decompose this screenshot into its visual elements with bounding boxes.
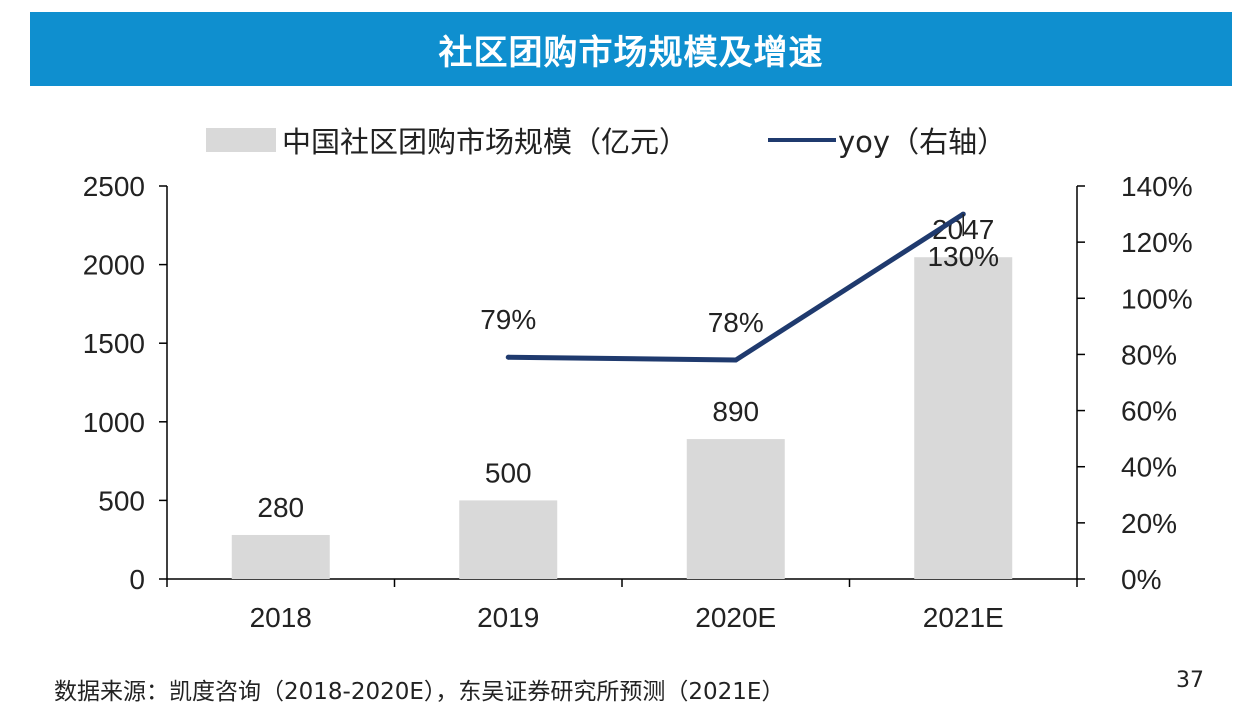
left-tick-label: 1500 (83, 328, 145, 359)
x-tick-label: 2021E (923, 602, 1004, 633)
left-tick-label: 2500 (83, 171, 145, 202)
yoy-value-label: 130% (927, 241, 999, 272)
legend-bar-label: 中国社区团购市场规模（亿元） (282, 125, 689, 159)
right-tick-label: 100% (1121, 283, 1193, 314)
bar-2021E (914, 257, 1013, 579)
right-tick-label: 80% (1121, 339, 1177, 370)
bar-2019 (459, 500, 558, 579)
legend-line-swatch (768, 138, 837, 142)
chart-plot: 0 500 1000 1500 2000 2500 0% 20% 40% 60% 80% 100% 12… (83, 171, 1193, 633)
bar-2020E (686, 439, 785, 579)
left-tick-label: 0 (129, 564, 145, 595)
x-tick-label: 2018 (250, 602, 312, 633)
yoy-point-2020E (733, 357, 739, 363)
right-tick-label: 140% (1121, 171, 1193, 202)
right-tick-label: 60% (1121, 396, 1177, 427)
yoy-value-label: 79% (480, 304, 536, 335)
bar-value-label: 500 (485, 457, 532, 488)
right-tick-label: 0% (1121, 564, 1161, 595)
bar-value-label: 280 (257, 492, 304, 523)
yoy-value-label: 78% (708, 307, 764, 338)
left-tick-label: 2000 (83, 250, 145, 281)
data-source: 数据来源：凯度咨询（2018-2020E），东吴证券研究所预测（2021E） (54, 679, 785, 705)
title-banner: 社区团购市场规模及增速 (30, 12, 1232, 86)
left-tick-label: 1000 (83, 407, 145, 438)
left-tick-label: 500 (98, 485, 145, 516)
legend-line-label: yoy（右轴） (838, 125, 1007, 159)
x-tick-label: 2020E (695, 602, 776, 633)
page-number: 37 (1176, 668, 1204, 693)
bar-2018 (231, 534, 330, 579)
x-tick-label: 2019 (477, 602, 539, 633)
yoy-point-2019 (505, 354, 511, 360)
chart-title: 社区团购市场规模及增速 (438, 32, 824, 73)
yoy-line (508, 211, 965, 363)
right-tick-label: 120% (1121, 227, 1193, 258)
right-tick-label: 20% (1121, 508, 1177, 539)
right-tick-label: 40% (1121, 452, 1177, 483)
bar-value-label: 890 (712, 396, 759, 427)
legend-bar-swatch (206, 128, 276, 152)
legend: 中国社区团购市场规模（亿元） yoy（右轴） (206, 118, 1006, 162)
